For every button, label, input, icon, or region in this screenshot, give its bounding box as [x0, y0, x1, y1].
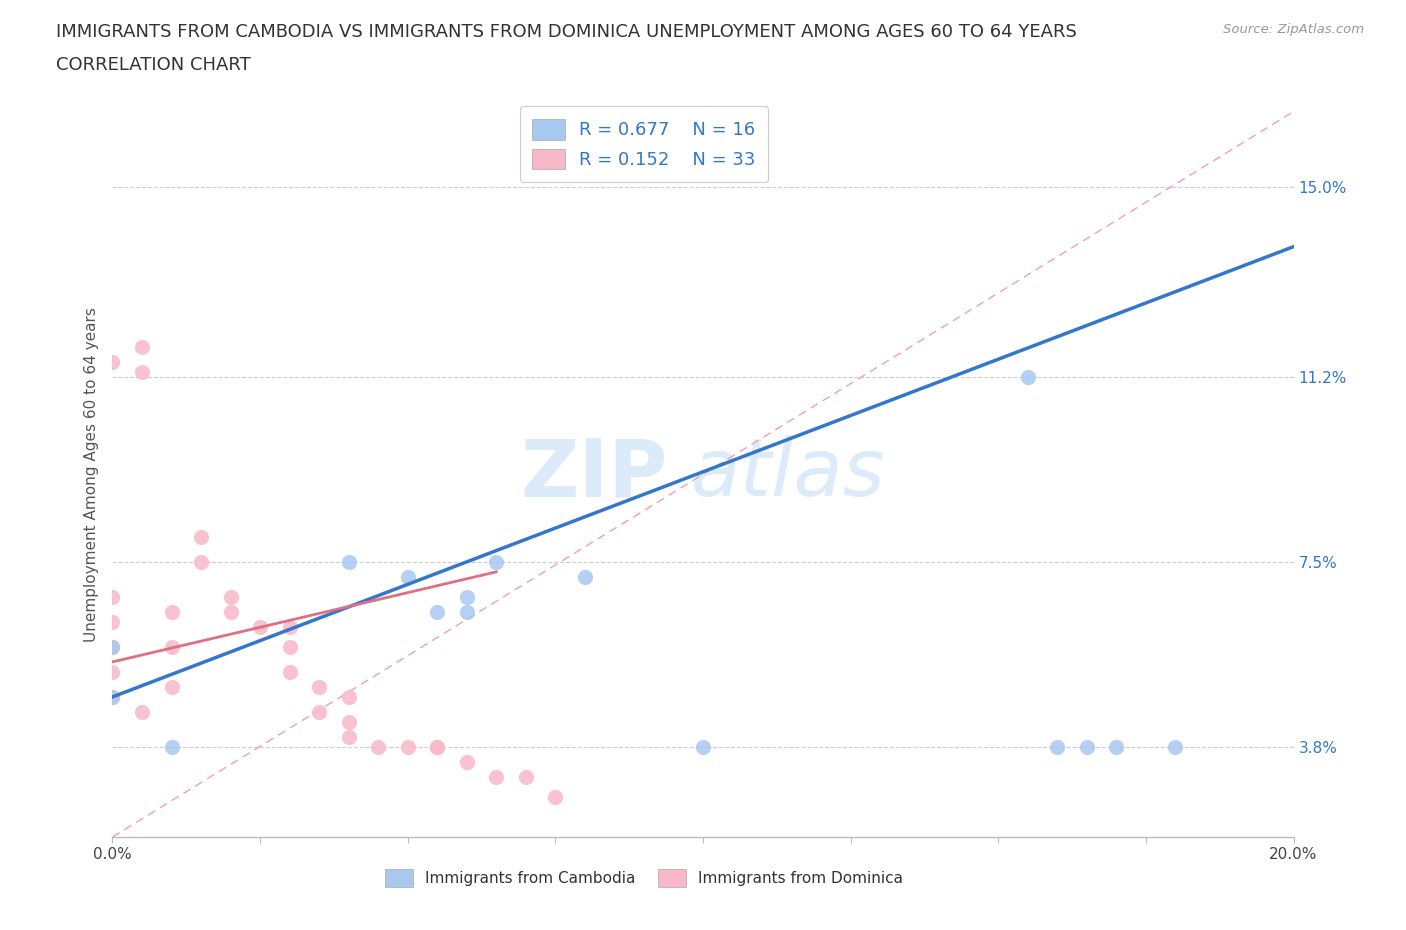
Point [160, 739, 183, 754]
Point [456, 754, 478, 769]
Point [101, 640, 124, 655]
Point [219, 604, 242, 619]
Point [1046, 739, 1069, 754]
Point [692, 739, 714, 754]
Point [278, 619, 301, 634]
Y-axis label: Unemployment Among Ages 60 to 64 years: Unemployment Among Ages 60 to 64 years [83, 307, 98, 642]
Text: Source: ZipAtlas.com: Source: ZipAtlas.com [1223, 23, 1364, 36]
Point [190, 554, 212, 569]
Point [456, 590, 478, 604]
Point [337, 714, 360, 729]
Point [101, 590, 124, 604]
Point [101, 354, 124, 369]
Point [1164, 739, 1187, 754]
Text: atlas: atlas [692, 435, 886, 513]
Point [131, 339, 153, 354]
Point [308, 680, 330, 695]
Point [485, 769, 508, 784]
Point [219, 590, 242, 604]
Point [101, 664, 124, 679]
Point [101, 689, 124, 704]
Point [337, 729, 360, 744]
Point [190, 529, 212, 544]
Point [485, 554, 508, 569]
Point [396, 569, 419, 584]
Point [1017, 369, 1039, 384]
Point [1076, 739, 1098, 754]
Point [426, 739, 449, 754]
Legend: Immigrants from Cambodia, Immigrants from Dominica: Immigrants from Cambodia, Immigrants fro… [377, 862, 911, 895]
Point [574, 569, 596, 584]
Text: IMMIGRANTS FROM CAMBODIA VS IMMIGRANTS FROM DOMINICA UNEMPLOYMENT AMONG AGES 60 : IMMIGRANTS FROM CAMBODIA VS IMMIGRANTS F… [56, 23, 1077, 41]
Point [515, 769, 537, 784]
Point [337, 689, 360, 704]
Point [456, 604, 478, 619]
Point [131, 365, 153, 379]
Point [101, 689, 124, 704]
Point [101, 615, 124, 630]
Text: ZIP: ZIP [520, 435, 668, 513]
Point [278, 640, 301, 655]
Point [1105, 739, 1128, 754]
Point [308, 705, 330, 720]
Point [396, 739, 419, 754]
Point [426, 604, 449, 619]
Point [367, 739, 389, 754]
Point [337, 554, 360, 569]
Point [426, 739, 449, 754]
Point [131, 705, 153, 720]
Point [160, 680, 183, 695]
Point [101, 640, 124, 655]
Point [278, 664, 301, 679]
Point [160, 604, 183, 619]
Point [249, 619, 271, 634]
Text: CORRELATION CHART: CORRELATION CHART [56, 56, 252, 73]
Point [160, 640, 183, 655]
Point [544, 790, 567, 804]
